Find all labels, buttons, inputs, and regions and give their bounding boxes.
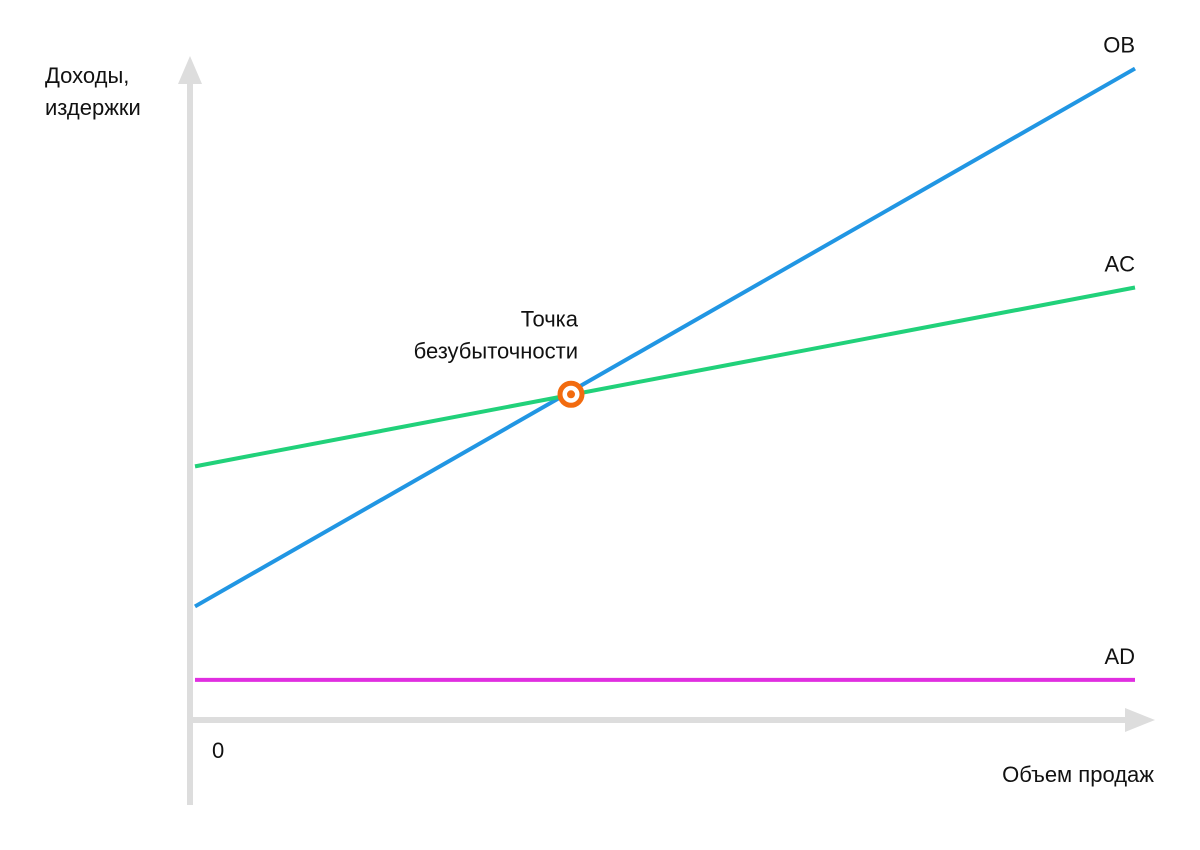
x-axis-label: Объем продаж xyxy=(1002,762,1154,787)
series-lines xyxy=(194,66,1136,682)
origin-label: 0 xyxy=(212,738,224,763)
axes xyxy=(178,56,1155,805)
y-axis-arrow xyxy=(178,56,202,84)
series-label-ad: AD xyxy=(1104,644,1135,669)
series-labels: OB AC AD xyxy=(1103,33,1135,669)
x-axis-arrow xyxy=(1125,708,1155,732)
series-line-ob xyxy=(194,66,1136,609)
breakeven-label-line-2: безубыточности xyxy=(414,338,578,363)
series-label-ob: OB xyxy=(1103,33,1135,58)
y-axis-label-line-1: Доходы, xyxy=(45,63,129,88)
annotation-layer: Точка безубыточности xyxy=(414,306,585,408)
breakeven-label-line-1: Точка xyxy=(521,306,579,331)
y-axis-label-line-2: издержки xyxy=(45,95,141,120)
series-line-ac xyxy=(194,285,1136,469)
series-label-ac: AC xyxy=(1104,252,1135,277)
breakeven-point-marker-center xyxy=(567,390,575,399)
